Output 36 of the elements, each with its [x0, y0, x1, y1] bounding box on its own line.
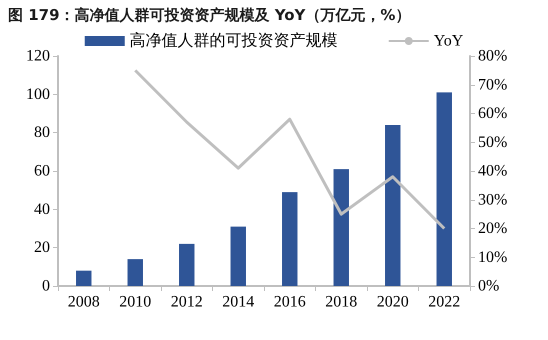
- y-tick-label: 60: [34, 162, 50, 180]
- y2-tick-label: 70%: [478, 76, 508, 94]
- legend-label: 高净值人群的可投资资产规模: [130, 32, 338, 50]
- y2-tick-label: 10%: [478, 248, 508, 266]
- y-tick-label: 20: [34, 239, 50, 256]
- x-tick-label: 2016: [274, 294, 306, 310]
- bar: [128, 259, 143, 286]
- y2-tick-label: 80%: [478, 48, 508, 64]
- bar: [76, 270, 92, 286]
- y2-tick-label: 30%: [478, 191, 508, 208]
- line-series: [134, 68, 446, 230]
- x-tick-label: 2012: [170, 294, 203, 310]
- x-tick-label: 2020: [376, 294, 409, 310]
- bar: [179, 244, 194, 286]
- y2-tick-label: 40%: [478, 162, 508, 180]
- chart-title: 图 179：高净值人群可投资资产规模及 YoY（万亿元，%）: [8, 6, 410, 25]
- x-tick-label: 2022: [428, 294, 460, 310]
- y-tick-label: 80: [34, 124, 50, 142]
- x-tick-label: 2008: [68, 294, 100, 310]
- bar: [385, 125, 400, 286]
- legend-label: YoY: [434, 32, 464, 50]
- bar: [334, 169, 349, 286]
- x-tick-label: 2018: [325, 294, 358, 310]
- bar: [436, 92, 452, 286]
- x-tick-label: 2014: [222, 294, 254, 310]
- bar: [282, 192, 298, 286]
- bar: [230, 226, 246, 286]
- y-tick-label: 40: [34, 200, 50, 218]
- y2-tick-label: 50%: [478, 134, 508, 151]
- y2-tick-label: 0%: [478, 278, 500, 294]
- y-tick-label: 100: [26, 86, 50, 103]
- y2-tick-label: 20%: [478, 220, 508, 237]
- x-tick-label: 2010: [119, 294, 152, 310]
- y-tick-label: 120: [26, 48, 50, 64]
- y-tick-label: 0: [42, 278, 50, 294]
- y2-tick-label: 60%: [478, 105, 508, 122]
